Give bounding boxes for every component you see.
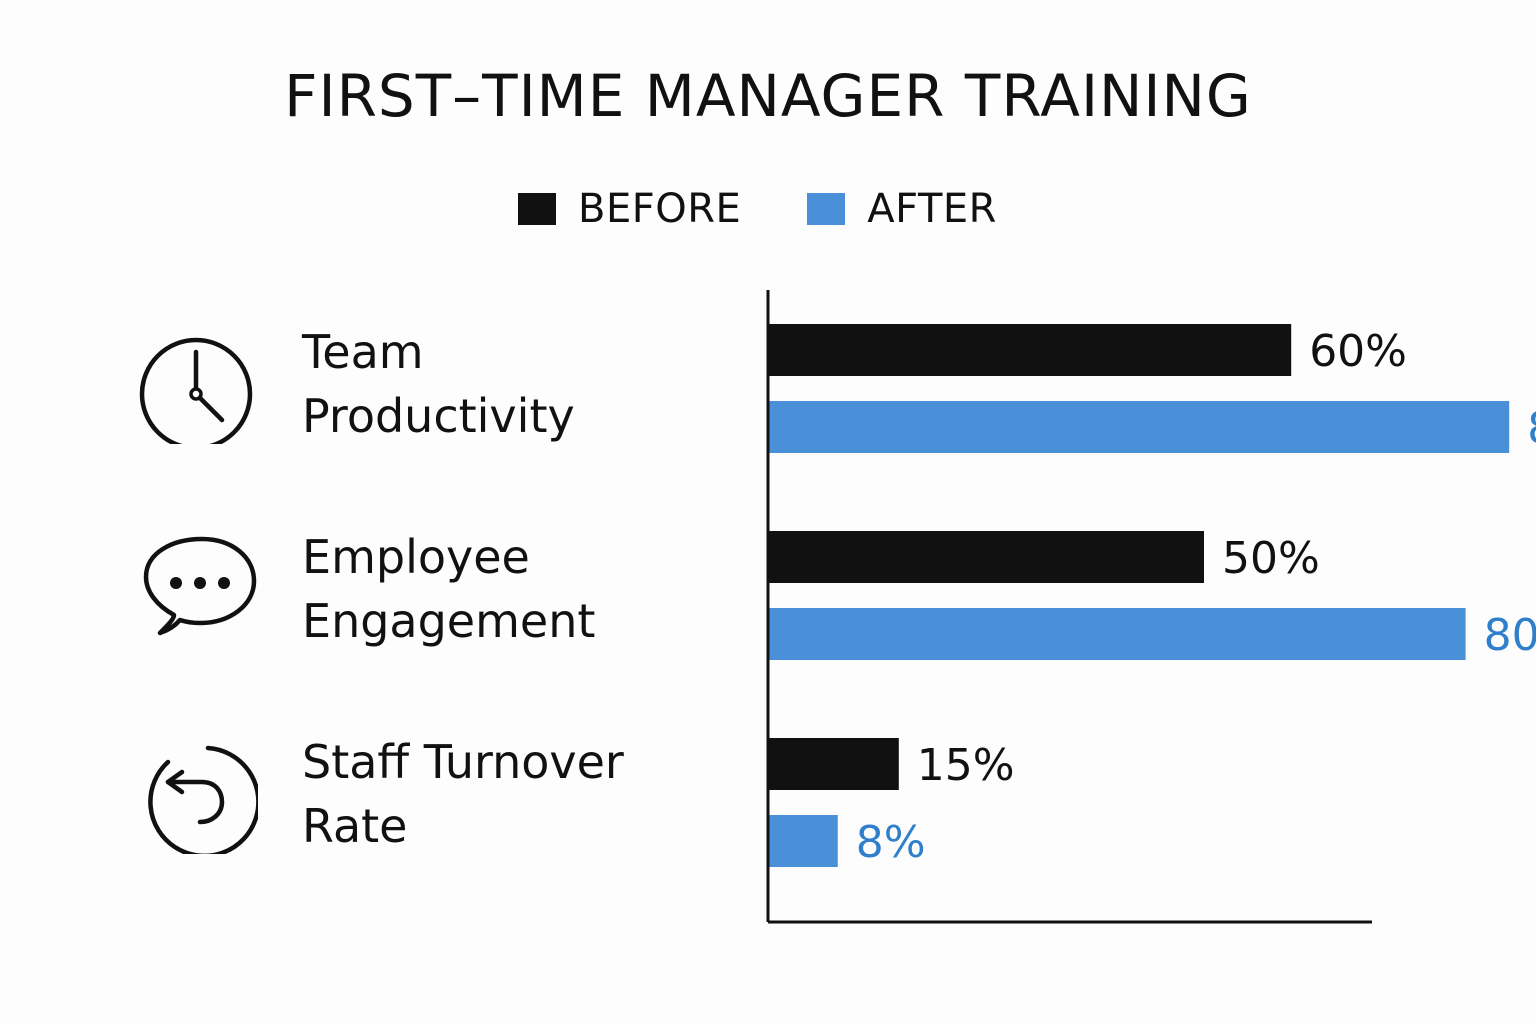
bar-after-employee-engagement xyxy=(768,608,1466,660)
legend-swatch-before xyxy=(518,193,556,225)
bar-before-staff-turnover-rate xyxy=(768,738,899,790)
data-label-after-team-productivity: 85% xyxy=(1527,403,1536,454)
clock-icon xyxy=(139,337,253,444)
data-label-before-team-productivity: 60% xyxy=(1309,326,1407,377)
undo-arrow-icon xyxy=(148,745,258,854)
legend-label-after: AFTER xyxy=(867,186,997,232)
chat-bubble-icon xyxy=(143,536,257,636)
data-label-after-employee-engagement: 80% xyxy=(1484,610,1536,661)
bar-after-team-productivity xyxy=(768,401,1510,453)
category-label-employee-engagement: Employee Engagement xyxy=(302,530,596,648)
chart-legend: BEFORE AFTER xyxy=(518,184,1063,234)
category-employee-engagement: Employee Engagement xyxy=(138,519,698,659)
category-label-staff-turnover-rate: Staff Turnover Rate xyxy=(302,735,624,853)
legend-label-before: BEFORE xyxy=(578,186,742,232)
data-label-before-employee-engagement: 50% xyxy=(1222,533,1320,584)
bar-before-employee-engagement xyxy=(768,531,1204,583)
category-label-team-productivity: Team Productivity xyxy=(302,325,575,443)
chart-title: FIRST–TIME MANAGER TRAINING xyxy=(284,62,1252,130)
legend-item-after: AFTER xyxy=(807,186,997,232)
data-label-after-staff-turnover-rate: 8% xyxy=(856,817,926,868)
bar-before-team-productivity xyxy=(768,324,1292,376)
data-label-before-staff-turnover-rate: 15% xyxy=(917,740,1015,791)
bar-after-staff-turnover-rate xyxy=(768,815,838,867)
legend-item-before: BEFORE xyxy=(518,186,741,232)
category-staff-turnover-rate: Staff Turnover Rate xyxy=(138,724,698,864)
legend-swatch-after xyxy=(807,193,846,225)
category-team-productivity: Team Productivity xyxy=(138,314,698,454)
